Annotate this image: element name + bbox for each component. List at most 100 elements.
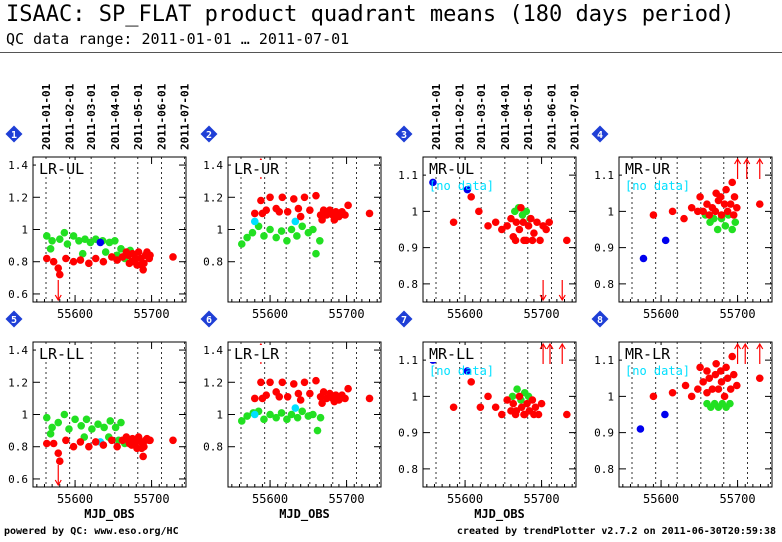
- data-point-red: [344, 384, 352, 393]
- data-point-red: [250, 209, 259, 218]
- data-point-red: [530, 229, 538, 237]
- out-of-range-arrowhead: [743, 157, 751, 165]
- panel-label: LR-LL: [39, 345, 84, 363]
- y-tick-label: 1.1: [594, 169, 614, 182]
- x-tick-label: 55700: [134, 307, 170, 321]
- data-point-green: [508, 392, 517, 401]
- panel-8: 0.8 0.9 1 1.1 55600 55700 8 MR-LR[no data]: [591, 310, 773, 506]
- data-point-red: [722, 185, 730, 194]
- data-point-red: [515, 392, 524, 401]
- data-point-green: [731, 218, 740, 227]
- footer-powered-by: powered by QC: www.eso.org/HC: [4, 526, 179, 537]
- x-tick-label: 55700: [524, 307, 560, 321]
- data-point-red: [703, 367, 711, 375]
- data-point-green: [726, 399, 734, 408]
- date-tick-label: 2011-07-01: [568, 83, 581, 150]
- data-point-red: [517, 403, 526, 412]
- panel-6: 0.8 1 1.2 1.4 55600 55700 6 LR-LR MJD_OBS: [200, 310, 382, 522]
- no-data-label: [no data]: [625, 179, 690, 193]
- data-point-green: [237, 240, 246, 248]
- panel-label-background: [36, 160, 88, 177]
- data-point-red: [733, 203, 741, 212]
- page-title: ISAAC: SP_FLAT product quadrant means (1…: [6, 2, 735, 27]
- data-point-red: [528, 236, 537, 245]
- data-point-green: [298, 407, 307, 416]
- data-point-red: [524, 222, 533, 230]
- data-point-red: [703, 388, 711, 397]
- data-point-red: [283, 392, 292, 401]
- data-point-red: [649, 392, 658, 401]
- footer-created-by: created by trendPlotter v2.7.2 on 2011-0…: [456, 526, 776, 537]
- data-point-green: [42, 413, 51, 422]
- data-point-red: [722, 363, 730, 372]
- data-point-green: [298, 222, 307, 231]
- data-point-red: [275, 392, 284, 401]
- data-point-red: [711, 370, 720, 379]
- panel-badge-number: 6: [206, 315, 212, 326]
- panel-label: MR-LR: [625, 345, 671, 363]
- date-tick-label: 2011-03-01: [475, 83, 488, 150]
- y-tick-label: 0.8: [398, 278, 418, 291]
- panel-label: LR-LR: [234, 345, 280, 363]
- out-of-range-arrowhead: [539, 342, 547, 350]
- data-point-red: [755, 374, 764, 383]
- data-point-red: [537, 399, 546, 408]
- data-point-blue: [661, 410, 669, 419]
- data-point-red: [536, 236, 544, 245]
- header-divider: [0, 52, 782, 53]
- data-point-red: [520, 236, 528, 245]
- panel-badge-number: 7: [401, 315, 407, 326]
- data-point-red: [730, 193, 739, 201]
- data-point-red: [716, 193, 725, 201]
- data-point-red: [649, 211, 658, 219]
- data-point-red: [146, 251, 154, 260]
- data-point-red: [266, 378, 274, 387]
- data-point-red: [717, 378, 726, 386]
- y-tick-label: 0.9: [398, 427, 418, 440]
- data-point-red: [140, 442, 148, 451]
- date-tick-label: 2011-05-01: [132, 83, 145, 150]
- date-tick-label: 2011-02-01: [64, 83, 77, 150]
- data-point-green: [248, 228, 257, 237]
- data-point-red: [680, 214, 688, 223]
- panel-label: LR-UR: [234, 160, 280, 178]
- data-point-green: [55, 235, 64, 243]
- date-tick-label: 2011-01-01: [430, 83, 443, 150]
- data-point-red: [705, 374, 714, 383]
- out-of-range-arrowhead: [756, 342, 764, 350]
- data-point-red: [289, 195, 298, 203]
- data-point-red: [520, 410, 529, 419]
- data-point-red: [503, 396, 511, 404]
- data-point-green: [117, 418, 125, 427]
- panel-badge-number: 4: [597, 130, 603, 141]
- data-point-green: [111, 423, 120, 432]
- x-axis-label: MJD_OBS: [474, 507, 525, 522]
- data-point-red: [563, 236, 571, 245]
- data-point-green: [54, 418, 63, 427]
- x-axis-label: MJD_OBS: [84, 507, 135, 522]
- data-point-green: [293, 232, 301, 240]
- y-tick-label: 0.9: [594, 427, 614, 440]
- data-point-red: [728, 178, 737, 187]
- plot-frame: [618, 341, 773, 488]
- out-of-range-arrowhead: [734, 157, 742, 165]
- no-data-label: [no data]: [429, 364, 494, 378]
- data-point-red: [42, 439, 51, 448]
- data-point-cyan: [250, 217, 259, 226]
- data-point-red: [296, 212, 305, 221]
- data-point-red: [69, 257, 78, 266]
- data-point-red: [257, 378, 265, 387]
- data-point-red: [755, 200, 764, 208]
- y-tick-label: 0.9: [398, 242, 418, 255]
- data-point-red: [693, 207, 702, 216]
- data-point-red: [511, 410, 520, 419]
- x-tick-label: 55600: [643, 492, 679, 506]
- y-tick-label: 1.1: [594, 354, 614, 367]
- panel-label: MR-UR: [625, 160, 671, 178]
- data-point-red: [275, 207, 284, 216]
- panel-label-background: [622, 160, 674, 177]
- data-point-red: [169, 436, 177, 445]
- data-point-red: [140, 259, 148, 268]
- y-tick-label: 1.2: [8, 376, 28, 389]
- data-point-red: [545, 218, 554, 227]
